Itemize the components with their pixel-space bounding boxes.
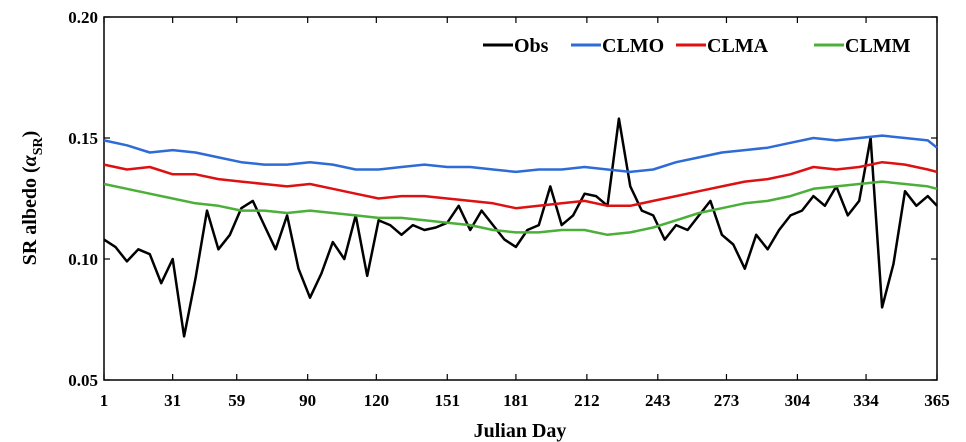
y-axis-ticks: 0.05 0.10 0.15 0.20 — [68, 8, 937, 390]
legend-item-clmo: CLMO — [571, 35, 664, 57]
x-tick-label: 151 — [435, 391, 461, 410]
x-tick-label: 90 — [299, 391, 316, 410]
series-line-obs — [104, 119, 937, 337]
legend-item-obs: Obs — [483, 35, 549, 57]
x-tick-label: 365 — [924, 391, 950, 410]
legend-item-clmm: CLMM — [814, 35, 911, 57]
x-tick-label: 31 — [164, 391, 181, 410]
x-tick-label: 120 — [364, 391, 390, 410]
x-tick-label: 334 — [853, 391, 879, 410]
legend: Obs CLMO CLMA CLMM — [483, 35, 911, 57]
x-tick-label: 304 — [785, 391, 811, 410]
x-tick-label: 181 — [503, 391, 529, 410]
legend-label: CLMA — [707, 35, 769, 57]
y-tick-label: 0.05 — [68, 371, 98, 390]
legend-label: CLMO — [602, 35, 664, 57]
y-tick-label: 0.20 — [68, 8, 98, 27]
x-axis-ticks: 1 31 59 90 120 151 181 212 243 273 304 334 365 — [100, 17, 950, 410]
plot-area: 1 31 59 90 120 151 181 212 243 273 304 334 365 0.050… — [68, 8, 950, 410]
y-tick-label: 0.10 — [68, 250, 98, 269]
y-axis-label: SR albedo (αSR) — [19, 131, 46, 266]
x-tick-label: 59 — [228, 391, 245, 410]
x-axis-label: Julian Day — [474, 420, 567, 442]
x-tick-label: 1 — [100, 391, 109, 410]
x-tick-label: 212 — [574, 391, 600, 410]
x-tick-label: 243 — [645, 391, 671, 410]
series-line-clma — [104, 162, 937, 208]
series-group — [104, 119, 937, 337]
x-tick-label: 273 — [714, 391, 740, 410]
legend-label: Obs — [514, 35, 549, 57]
legend-label: CLMM — [845, 35, 911, 57]
legend-item-clma: CLMA — [676, 35, 769, 57]
y-tick-label: 0.15 — [68, 129, 98, 148]
